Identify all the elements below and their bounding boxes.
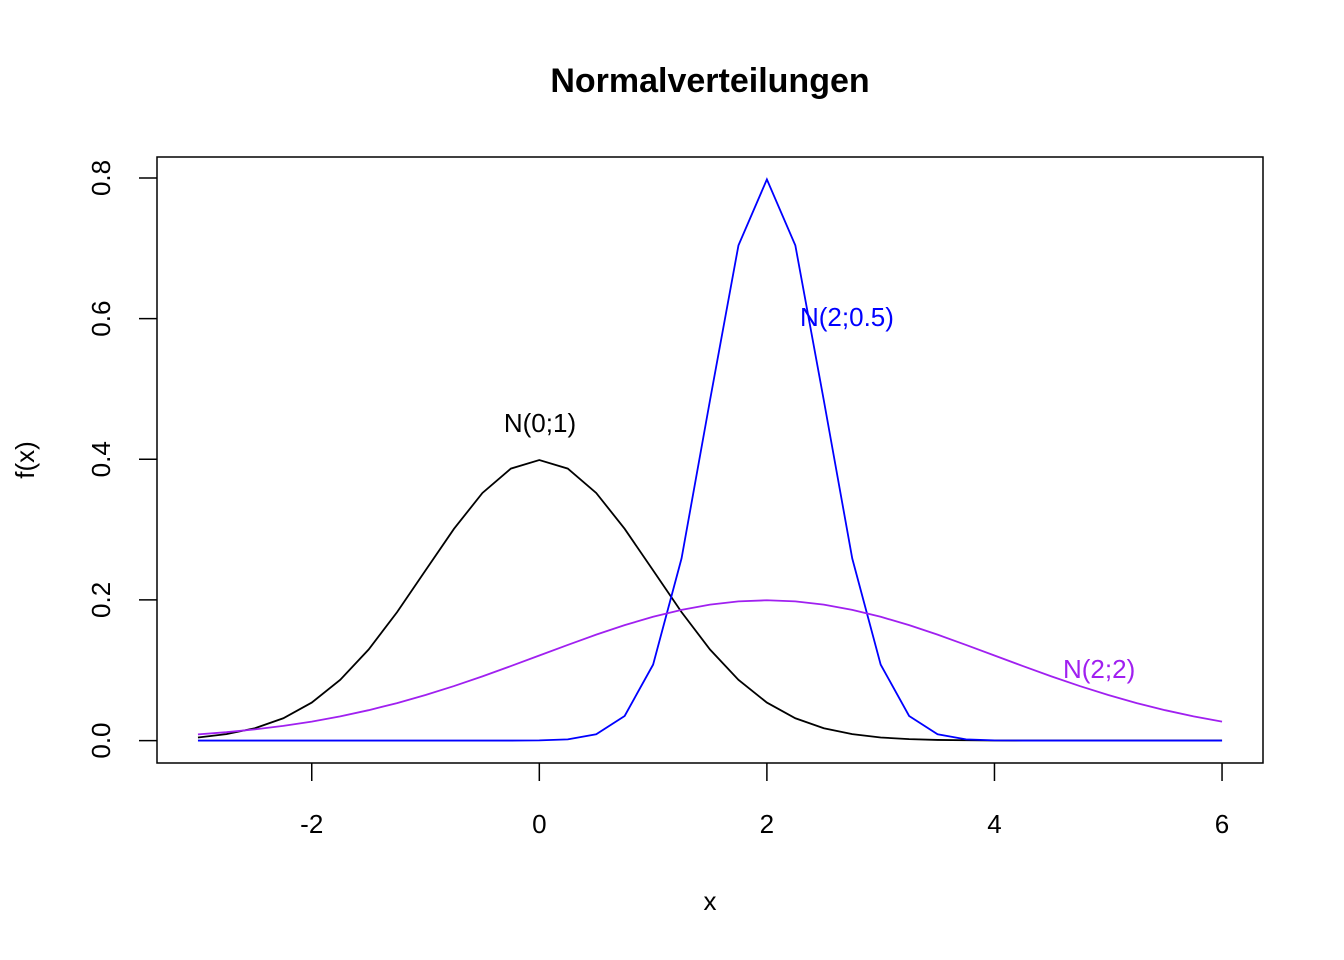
chart-title: Normalverteilungen bbox=[550, 62, 869, 100]
series-label: N(0;1) bbox=[504, 408, 576, 438]
y-tick-label: 0.2 bbox=[86, 582, 116, 618]
x-tick-label: 2 bbox=[760, 809, 774, 839]
x-tick-label: 4 bbox=[987, 809, 1001, 839]
x-tick-label: 6 bbox=[1215, 809, 1229, 839]
y-tick-label: 0.4 bbox=[86, 441, 116, 477]
y-axis-label: f(x) bbox=[10, 441, 40, 479]
series-line bbox=[197, 177, 1223, 742]
x-tick-label: -2 bbox=[300, 809, 323, 839]
y-tick-label: 0.8 bbox=[86, 160, 116, 196]
series-label: N(2;2) bbox=[1063, 654, 1135, 684]
x-axis-label: x bbox=[704, 886, 717, 916]
y-tick-label: 0.0 bbox=[86, 722, 116, 758]
x-tick-label: 0 bbox=[532, 809, 546, 839]
series-line bbox=[197, 599, 1223, 736]
y-tick-label: 0.6 bbox=[86, 301, 116, 337]
series-label: N(2;0.5) bbox=[800, 302, 894, 332]
